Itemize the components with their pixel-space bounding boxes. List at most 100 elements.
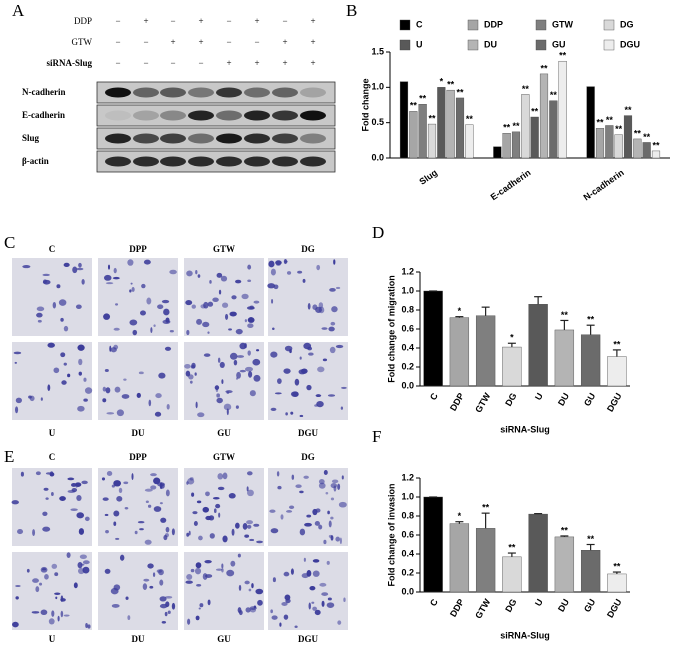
stained-cell <box>235 522 240 529</box>
stained-cell <box>298 369 306 375</box>
treatment-sign: + <box>254 16 259 26</box>
stained-cell <box>113 521 117 526</box>
bar <box>455 97 465 159</box>
x-tick-label: DG <box>503 597 518 614</box>
stained-cell <box>339 537 342 545</box>
stained-cell <box>83 398 88 402</box>
blot-band <box>188 156 214 167</box>
stained-cell <box>20 471 24 477</box>
stained-cell <box>299 490 304 494</box>
stained-cell <box>242 523 248 530</box>
stained-cell <box>77 562 83 569</box>
treatment-sign: − <box>143 58 148 68</box>
stained-cell <box>116 496 123 502</box>
stained-cell <box>299 414 304 418</box>
x-tick-label: E-cadherin <box>489 167 533 202</box>
stained-cell <box>84 516 90 522</box>
bar <box>607 356 627 387</box>
stained-cell <box>198 535 203 541</box>
stained-cell <box>67 477 75 481</box>
stained-cell <box>329 346 336 354</box>
significance: ** <box>561 310 569 320</box>
x-tick-label: GTW <box>473 597 492 621</box>
stained-cell <box>153 477 161 485</box>
stained-cell <box>147 563 154 569</box>
stained-cell <box>164 346 172 351</box>
x-tick-label: N-cadherin <box>582 167 626 202</box>
stained-cell <box>197 412 205 418</box>
micrograph <box>184 342 264 420</box>
stained-cell <box>123 378 127 381</box>
stained-cell <box>139 528 144 531</box>
blot-band <box>300 156 326 167</box>
stained-cell <box>165 317 170 323</box>
significance: ** <box>482 503 490 513</box>
stained-cell <box>247 323 254 329</box>
micrograph <box>98 552 178 630</box>
stained-cell <box>331 479 339 484</box>
treatment-label: DDP <box>74 16 92 26</box>
treatment-sign: − <box>198 58 203 68</box>
stained-cell <box>184 363 191 369</box>
stained-cell <box>307 302 311 310</box>
stained-cell <box>144 539 152 545</box>
stained-cell <box>199 603 204 608</box>
legend-swatch <box>535 39 547 51</box>
blot-band <box>133 87 159 98</box>
stained-cell <box>245 607 251 613</box>
bar <box>554 536 575 593</box>
stained-cell <box>247 489 254 497</box>
bar <box>475 315 496 387</box>
significance: ** <box>466 114 474 124</box>
stained-cell <box>326 560 330 565</box>
legend-label: DG <box>620 19 634 29</box>
stained-cell <box>113 480 122 487</box>
stained-cell <box>235 405 239 409</box>
stained-cell <box>186 532 190 537</box>
stained-cell <box>215 503 221 509</box>
stained-cell <box>160 517 167 523</box>
stained-cell <box>42 279 48 284</box>
stained-cell <box>268 260 275 268</box>
legend-label: DGU <box>620 39 640 49</box>
y-tick-label: 0.2 <box>401 361 414 371</box>
stained-cell <box>87 624 91 629</box>
stained-cell <box>289 349 292 354</box>
stained-cell <box>61 380 67 385</box>
significance: ** <box>624 105 632 115</box>
stained-cell <box>106 412 115 415</box>
significance: ** <box>587 534 595 544</box>
y-tick-label: 0.8 <box>401 304 414 314</box>
significance: ** <box>596 118 604 128</box>
bar <box>528 304 548 387</box>
stained-cell <box>71 483 77 487</box>
stained-cell <box>219 361 225 368</box>
bar <box>614 134 623 159</box>
stained-cell <box>67 489 76 493</box>
stained-cell <box>153 324 156 328</box>
stained-cell <box>312 570 320 577</box>
stained-cell <box>207 331 210 334</box>
stained-cell <box>237 553 241 558</box>
bar <box>528 513 548 593</box>
y-tick-label: 1.2 <box>401 472 414 482</box>
stained-cell <box>76 512 85 519</box>
image-label: DU <box>132 634 145 644</box>
stained-cell <box>312 606 318 611</box>
treatment-sign: − <box>115 37 120 47</box>
treatment-label: GTW <box>72 37 93 47</box>
stained-cell <box>106 470 113 476</box>
blot-band <box>133 156 159 167</box>
stained-cell <box>315 394 322 398</box>
blot-band <box>272 87 298 98</box>
y-tick-label: 0.2 <box>401 567 414 577</box>
stained-cell <box>81 480 88 485</box>
significance: * <box>458 306 462 316</box>
stained-cell <box>294 625 298 628</box>
image-label: DU <box>132 428 145 438</box>
stained-cell <box>148 399 152 407</box>
blot-band <box>188 110 214 121</box>
x-tick-label: U <box>533 597 545 608</box>
stained-cell <box>299 528 306 536</box>
stained-cell <box>249 317 253 322</box>
